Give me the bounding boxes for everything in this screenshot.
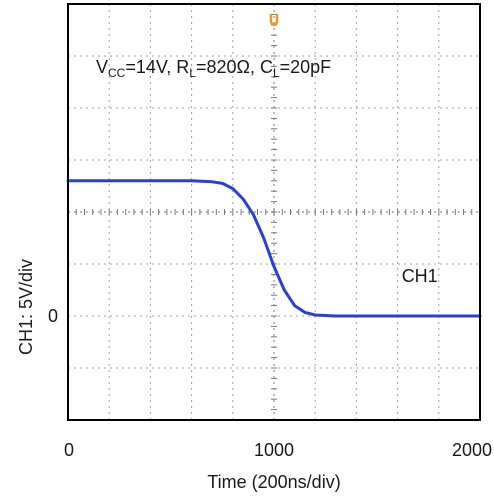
- x-axis-label: Time (200ns/div): [207, 472, 340, 492]
- series-point: [283, 289, 286, 291]
- y-tick-labels: 0: [48, 306, 58, 326]
- trigger-marker-icon: [269, 14, 279, 27]
- series-point: [273, 265, 275, 268]
- series-layer: [66, 179, 482, 318]
- plot-frame: [67, 3, 481, 421]
- series-point: [396, 315, 399, 317]
- y-tick-label: 0: [48, 306, 58, 326]
- series-point: [108, 180, 110, 182]
- conditions-annotation: VCC=14V, RL=820Ω, CL=20pF: [96, 57, 331, 80]
- series-point: [293, 304, 296, 307]
- grid: [68, 4, 480, 420]
- series-point: [438, 315, 440, 317]
- x-tick-label: 2000: [452, 440, 492, 460]
- series-label-ch1: CH1: [402, 266, 438, 286]
- series-point: [232, 187, 234, 190]
- trigger-marker: [269, 14, 279, 27]
- y-axis-label: CH1: 5V/div: [16, 259, 36, 355]
- series-point: [314, 314, 317, 316]
- x-tick-label: 1000: [254, 440, 294, 460]
- series-point: [211, 181, 213, 183]
- series-line-ch1: [66, 179, 482, 318]
- series-point: [221, 182, 224, 185]
- series-point: [335, 315, 337, 317]
- series-point: [149, 180, 152, 182]
- series-point: [242, 198, 244, 200]
- series-point: [262, 237, 265, 239]
- series-point: [355, 315, 358, 317]
- x-tick-labels: 0 1000 2000: [64, 440, 492, 460]
- series-point: [252, 213, 255, 216]
- series-point: [304, 311, 306, 314]
- x-tick-label: 0: [64, 440, 74, 460]
- series-point: [190, 180, 193, 182]
